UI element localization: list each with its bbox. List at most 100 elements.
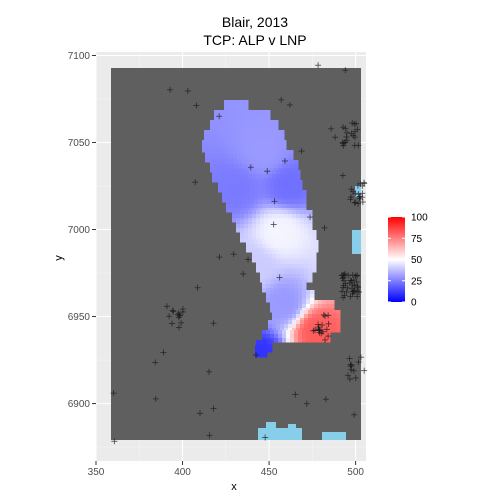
heat-cell xyxy=(302,244,307,249)
heat-cell xyxy=(302,294,307,299)
heat-cell xyxy=(312,320,317,325)
heat-cell xyxy=(304,234,309,239)
heat-cell xyxy=(288,224,293,229)
heat-cell xyxy=(264,130,269,135)
station-point xyxy=(163,303,170,310)
station-point xyxy=(347,293,354,300)
heat-cell xyxy=(284,320,289,325)
heat-cell xyxy=(250,124,255,129)
heat-cell xyxy=(268,260,273,265)
heat-cell xyxy=(274,140,279,145)
heat-cell xyxy=(294,164,299,169)
heat-cell xyxy=(290,330,295,335)
heat-cell xyxy=(270,280,275,285)
heat-cell xyxy=(264,134,269,139)
heat-cell xyxy=(322,300,327,305)
heat-cell xyxy=(214,144,219,149)
station-point xyxy=(320,311,327,318)
heat-cell xyxy=(264,170,269,175)
heat-cell xyxy=(262,114,267,119)
heat-cell xyxy=(304,210,309,215)
heat-cell xyxy=(266,164,271,169)
heat-cell xyxy=(330,300,335,305)
heat-cell xyxy=(226,124,231,129)
heat-cell xyxy=(260,210,265,215)
heat-cell xyxy=(224,170,229,175)
heat-cell xyxy=(266,280,271,285)
heat-cell xyxy=(260,260,265,265)
heat-cell xyxy=(229,150,234,155)
heat-cell xyxy=(308,224,313,229)
heat-cell xyxy=(230,164,235,169)
heat-cell xyxy=(240,214,245,219)
heat-cell xyxy=(256,220,261,225)
heat-cell xyxy=(292,310,297,315)
heat-cell xyxy=(282,284,287,289)
heat-cell xyxy=(264,274,269,279)
heat-cell xyxy=(306,334,311,339)
heat-cell xyxy=(314,330,319,335)
station-point xyxy=(341,139,348,146)
heat-cell xyxy=(262,330,267,335)
heat-cell xyxy=(242,120,247,125)
heat-cell xyxy=(282,140,287,145)
heat-cell xyxy=(284,324,289,329)
station-point xyxy=(340,294,347,301)
heat-cell xyxy=(272,224,277,229)
heat-cell xyxy=(238,200,243,205)
heat-cell xyxy=(290,200,295,205)
heat-cell xyxy=(268,270,273,275)
heat-cell xyxy=(278,244,283,249)
heat-cell xyxy=(253,154,258,159)
heat-cell xyxy=(258,180,263,185)
heat-cell xyxy=(214,120,219,125)
heat-cell xyxy=(302,200,307,205)
heat-cell xyxy=(294,200,299,205)
heat-cell xyxy=(310,294,315,299)
heat-cell xyxy=(224,134,229,139)
heat-cell xyxy=(224,104,229,109)
chart-subtitle: TCP: ALP v LNP xyxy=(203,32,306,48)
heat-cell xyxy=(224,130,229,135)
heat-cell xyxy=(292,224,297,229)
heat-cell xyxy=(225,154,230,159)
heat-cell xyxy=(266,298,271,303)
heat-cell xyxy=(262,160,267,165)
station-point xyxy=(354,283,361,290)
heat-cell xyxy=(298,304,303,309)
heat-cell xyxy=(234,184,239,189)
heat-cell xyxy=(328,324,333,329)
station-point xyxy=(192,179,199,186)
heat-cell xyxy=(298,200,303,205)
heat-cell xyxy=(322,330,327,335)
heat-cell xyxy=(298,244,303,249)
heat-cell xyxy=(265,154,270,159)
heat-cell xyxy=(222,180,227,185)
heat-cell xyxy=(220,174,225,179)
heat-cell xyxy=(302,190,307,195)
heat-cell xyxy=(288,220,293,225)
station-point xyxy=(310,327,317,334)
heat-cell xyxy=(230,120,235,125)
heat-cell xyxy=(238,190,243,195)
heat-cell xyxy=(270,244,275,249)
heat-cell xyxy=(249,150,254,155)
heat-cell xyxy=(270,294,275,299)
heat-cell xyxy=(298,338,303,343)
heat-cell xyxy=(284,210,289,215)
heat-cell xyxy=(318,304,323,309)
station-point xyxy=(345,372,352,379)
heat-cell xyxy=(236,100,241,105)
heat-cell xyxy=(270,290,275,295)
heat-cell xyxy=(249,154,254,159)
station-point xyxy=(351,128,358,135)
heat-cell xyxy=(233,154,238,159)
heat-cell xyxy=(232,134,237,139)
heat-cell xyxy=(240,104,245,109)
heat-cell xyxy=(276,310,281,315)
station-point xyxy=(315,321,322,328)
heat-cell xyxy=(290,180,295,185)
station-point xyxy=(245,256,252,263)
heat-cell xyxy=(226,190,231,195)
